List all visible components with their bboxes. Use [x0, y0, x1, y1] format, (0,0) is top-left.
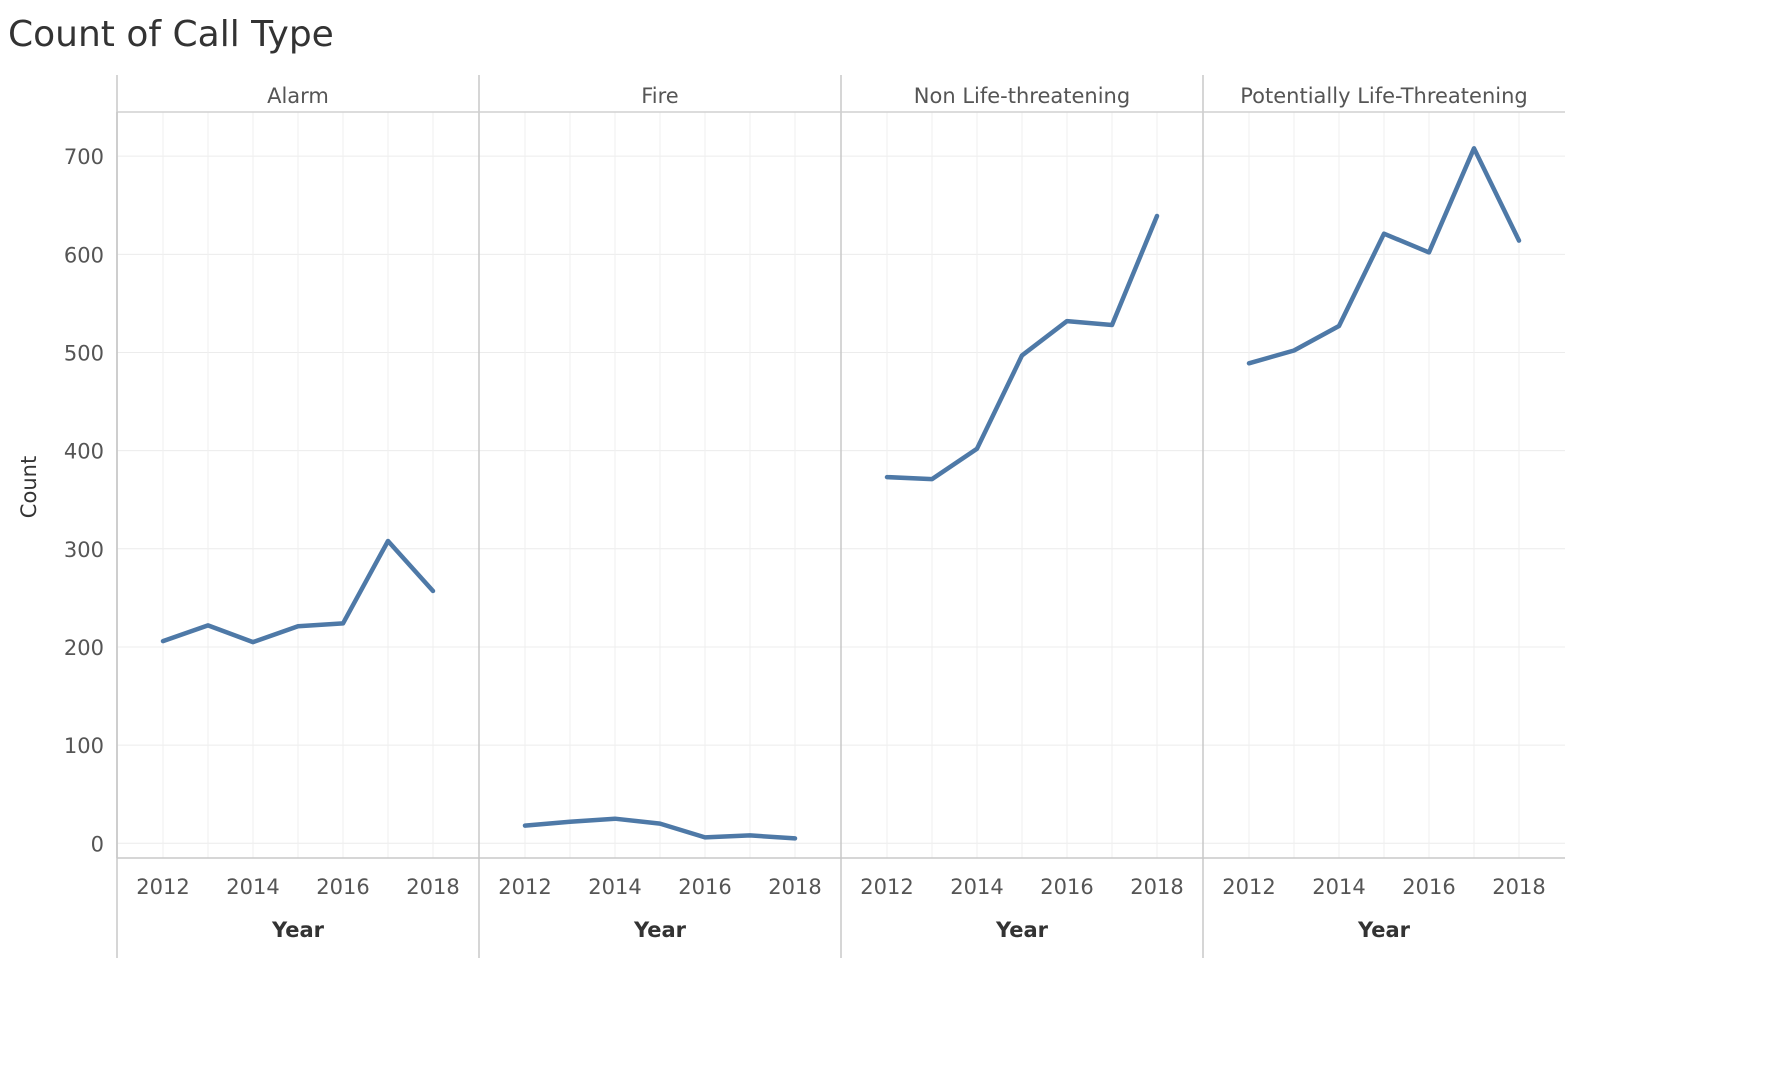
x-tick-label: 2014 [226, 875, 279, 899]
x-tick-label: 2018 [1130, 875, 1183, 899]
x-tick-label: 2012 [860, 875, 913, 899]
x-axis-label: Year [633, 918, 687, 942]
series-line-alarm [160, 538, 436, 645]
x-tick-label: 2012 [498, 875, 551, 899]
x-tick-label: 2014 [1312, 875, 1365, 899]
panel-header: Potentially Life-Threatening [1240, 84, 1527, 108]
panel-header: Non Life-threatening [914, 84, 1130, 108]
chart-title: Count of Call Type [8, 14, 334, 55]
x-tick-label: 2018 [1492, 875, 1545, 899]
x-tick-label: 2012 [136, 875, 189, 899]
y-axis-label: Count [17, 456, 41, 518]
panel-header: Fire [641, 84, 678, 108]
x-tick-label: 2018 [406, 875, 459, 899]
x-tick-label: 2014 [588, 875, 641, 899]
x-axis-label: Year [995, 918, 1049, 942]
y-tick-label: 500 [64, 341, 104, 365]
y-tick-label: 0 [91, 832, 104, 856]
y-tick-label: 400 [64, 440, 104, 464]
x-axis-label: Year [1357, 918, 1411, 942]
x-tick-label: 2016 [316, 875, 369, 899]
y-tick-label: 600 [64, 243, 104, 267]
y-tick-label: 100 [64, 734, 104, 758]
y-tick-label: 300 [64, 538, 104, 562]
series-line-potentially-life-threatening [1246, 146, 1522, 366]
x-tick-label: 2012 [1222, 875, 1275, 899]
x-tick-label: 2016 [678, 875, 731, 899]
x-tick-label: 2016 [1040, 875, 1093, 899]
series-line-fire [522, 816, 798, 841]
x-tick-label: 2018 [768, 875, 821, 899]
x-tick-label: 2014 [950, 875, 1003, 899]
panel-header: Alarm [267, 84, 329, 108]
x-tick-label: 2016 [1402, 875, 1455, 899]
y-tick-label: 700 [64, 145, 104, 169]
series-line-non-life-threatening [884, 213, 1160, 482]
x-axis-label: Year [271, 918, 325, 942]
y-tick-label: 200 [64, 636, 104, 660]
